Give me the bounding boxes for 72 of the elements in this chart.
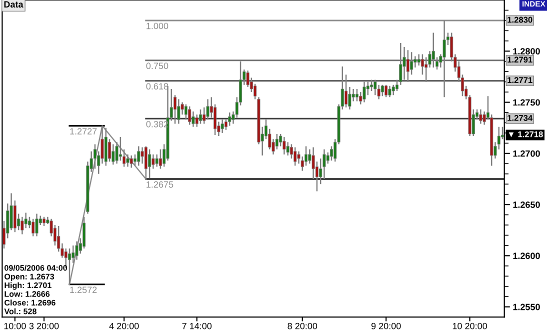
x-tick-label: 4 20:00 <box>109 322 139 330</box>
candlestick <box>42 216 46 227</box>
candlestick <box>35 213 38 237</box>
x-tick-label: 3 20:00 <box>29 322 59 330</box>
ref-line-label: 1.2771 <box>508 77 532 83</box>
annotation: 0.750 <box>146 62 168 70</box>
text: ▼ 1.2718 <box>508 131 543 138</box>
annotation: Data <box>4 1 24 8</box>
candlestick <box>442 20 446 98</box>
candlestick <box>344 74 348 108</box>
candlestick <box>330 146 334 162</box>
ref-line-label: 1.2734 <box>508 114 533 121</box>
x-tick-label: 8 20:00 <box>288 322 318 330</box>
candlestick <box>148 148 152 179</box>
candlestick <box>177 98 180 124</box>
candlestick <box>13 200 16 233</box>
candlestick <box>198 108 202 124</box>
candlestick <box>374 79 377 96</box>
candlestick <box>322 148 326 180</box>
candlestick <box>220 119 224 134</box>
y-tick-label: 1.2550 <box>513 304 540 310</box>
candlestick <box>392 84 395 96</box>
x-tick-label: 10:00 <box>4 322 26 330</box>
candlestick <box>479 108 482 124</box>
candlestick <box>377 84 380 100</box>
candlestick <box>192 110 195 128</box>
candlestick <box>410 52 414 76</box>
ref-line-label: 1.2727 <box>70 128 97 134</box>
candlestick <box>380 84 384 97</box>
y-tick-label: 1.2650 <box>513 202 540 208</box>
candlestick <box>108 138 112 162</box>
y-tick-label: 1.2750 <box>513 99 540 106</box>
candlestick <box>32 218 35 237</box>
candlestick <box>206 98 210 120</box>
ref-line-label: 1.2572 <box>70 286 97 294</box>
candlestick <box>417 54 420 66</box>
ref-line-label: 1.2830 <box>508 16 532 23</box>
candlestick <box>137 146 140 166</box>
candlestick <box>282 136 286 156</box>
candlestick <box>388 85 392 98</box>
annotation: 0.618 <box>146 83 168 90</box>
annotation: 09/05/2006 04:00 Open: 1.2673 High: 1.2701 Low: 1.2666 Close: 1.2696 Vol.: 528 <box>4 264 68 314</box>
x-tick-label: 9 20:00 <box>371 322 401 330</box>
candlestick <box>370 79 374 92</box>
candlestick <box>75 240 78 260</box>
y-tick-label: 1.2600 <box>513 252 540 260</box>
candlestick <box>294 146 297 166</box>
ref-line-label: 1.2675 <box>146 181 174 188</box>
candlestick <box>126 154 130 168</box>
y-tick-label: 1.2800 <box>513 48 540 54</box>
candlestick <box>130 154 133 168</box>
x-tick-label: 10 20:00 <box>452 322 487 330</box>
candlestick <box>82 216 86 250</box>
candlestick <box>188 106 192 126</box>
candlestick <box>155 154 158 168</box>
candlestick <box>246 70 250 88</box>
y-tick-label: 1.2700 <box>513 150 540 157</box>
candlestick <box>20 216 24 235</box>
candlestick <box>355 88 358 102</box>
ref-line-label: 1.2791 <box>508 56 532 63</box>
candlestick <box>406 49 410 82</box>
annotation: 1.000 <box>146 22 168 30</box>
candlestick <box>432 32 435 68</box>
candlestick <box>362 81 366 103</box>
candlestick <box>133 154 137 166</box>
candlestick <box>144 146 148 180</box>
candlestick <box>195 114 198 128</box>
x-tick-label: 7 14:00 <box>182 322 212 330</box>
candlestick <box>68 248 72 285</box>
candlestick <box>152 154 155 170</box>
candlestick <box>228 112 232 126</box>
candlestick <box>384 84 388 98</box>
